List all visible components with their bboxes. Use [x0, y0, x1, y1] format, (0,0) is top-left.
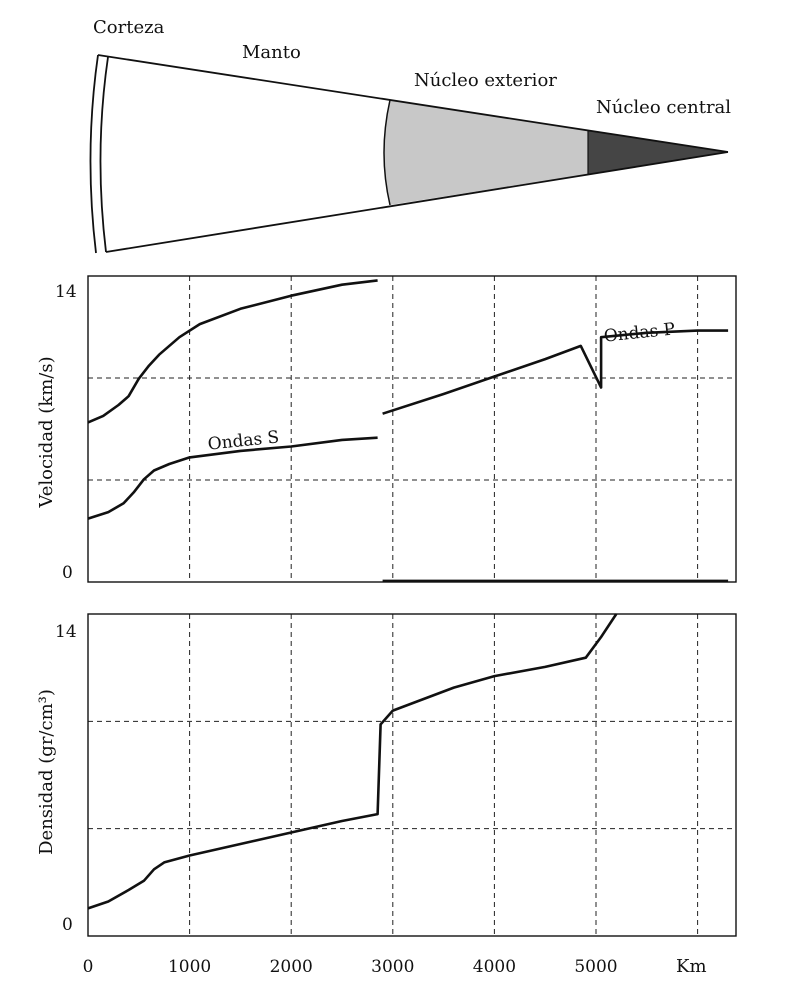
velocity-plot-frame	[87, 275, 737, 583]
x-tick-label: 3000	[371, 957, 414, 977]
velocity-gridlines	[88, 276, 736, 582]
density-density-line	[87, 613, 618, 910]
mantle-label: Manto	[242, 42, 301, 63]
crust-inner-arc	[99, 56, 109, 253]
density-chart: 14 0 Densidad (gr/cm³) 0 1000 2000 3000 4000…	[36, 613, 737, 977]
x-tick-label: 1000	[168, 957, 211, 977]
x-tick-label: 2000	[270, 957, 313, 977]
core-mantle-boundary	[383, 99, 391, 206]
s-wave-label: Ondas S	[207, 427, 280, 454]
earth-section-wedge	[89, 54, 729, 254]
velocity-y-axis-label: Velocidad (km/s)	[36, 356, 57, 508]
density-y-tick-14: 14	[55, 622, 77, 642]
p-wave-label: Ondas P	[603, 319, 676, 346]
x-tick-label: 5000	[574, 957, 617, 977]
velocity-y-tick-0: 0	[62, 563, 73, 583]
x-tick-label: 0	[83, 957, 94, 977]
crust-label: Corteza	[93, 17, 165, 38]
crust-outer-arc	[89, 54, 99, 254]
velocity-ondas-p-line	[87, 279, 378, 424]
outer-core-region	[384, 100, 588, 205]
density-plot-frame	[87, 613, 737, 937]
x-tick-labels: 0 1000 2000 3000 4000 5000	[83, 957, 618, 977]
velocity-y-tick-14: 14	[55, 282, 77, 302]
density-y-axis-label: Densidad (gr/cm³)	[36, 689, 57, 855]
velocity-ondas-s-line	[87, 436, 378, 520]
velocity-series	[87, 279, 729, 583]
density-gridlines	[88, 614, 736, 936]
density-series	[87, 613, 618, 910]
inner-core-region	[588, 130, 728, 174]
wedge-bottom-edge	[105, 151, 729, 253]
outer-core-label: Núcleo exterior	[414, 70, 557, 91]
inner-core-label: Núcleo central	[596, 97, 731, 118]
velocity-ondas-p-line	[382, 329, 729, 415]
density-y-tick-0: 0	[62, 915, 73, 935]
velocity-chart: 14 0 Velocidad (km/s) Ondas S Ondas P	[36, 275, 737, 583]
x-axis-unit-label: Km	[676, 956, 707, 977]
wedge-top-edge	[97, 54, 729, 153]
x-tick-label: 4000	[473, 957, 516, 977]
